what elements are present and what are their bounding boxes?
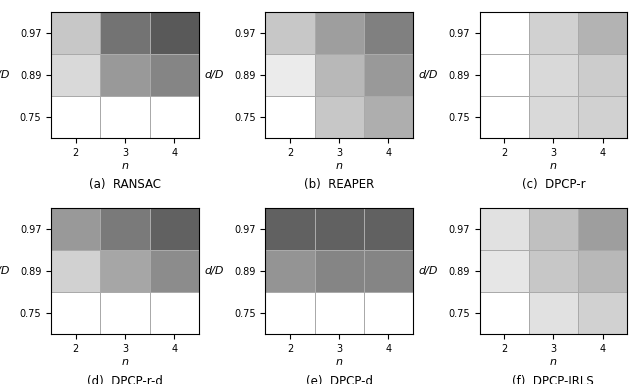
Text: (f)  DPCP-IRLS: (f) DPCP-IRLS xyxy=(513,374,594,384)
Y-axis label: d/D: d/D xyxy=(419,266,438,276)
Y-axis label: d/D: d/D xyxy=(205,70,224,80)
X-axis label: n: n xyxy=(550,357,557,367)
X-axis label: n: n xyxy=(122,161,129,170)
Text: (d)  DPCP-r-d: (d) DPCP-r-d xyxy=(87,374,163,384)
X-axis label: n: n xyxy=(336,161,342,170)
X-axis label: n: n xyxy=(122,357,129,367)
Text: (e)  DPCP-d: (e) DPCP-d xyxy=(306,374,372,384)
Y-axis label: d/D: d/D xyxy=(419,70,438,80)
Text: (a)  RANSAC: (a) RANSAC xyxy=(89,179,161,192)
X-axis label: n: n xyxy=(336,357,342,367)
Y-axis label: d/D: d/D xyxy=(0,266,10,276)
Y-axis label: d/D: d/D xyxy=(205,266,224,276)
Y-axis label: d/D: d/D xyxy=(0,70,10,80)
X-axis label: n: n xyxy=(550,161,557,170)
Text: (b)  REAPER: (b) REAPER xyxy=(304,179,374,192)
Text: (c)  DPCP-r: (c) DPCP-r xyxy=(522,179,585,192)
